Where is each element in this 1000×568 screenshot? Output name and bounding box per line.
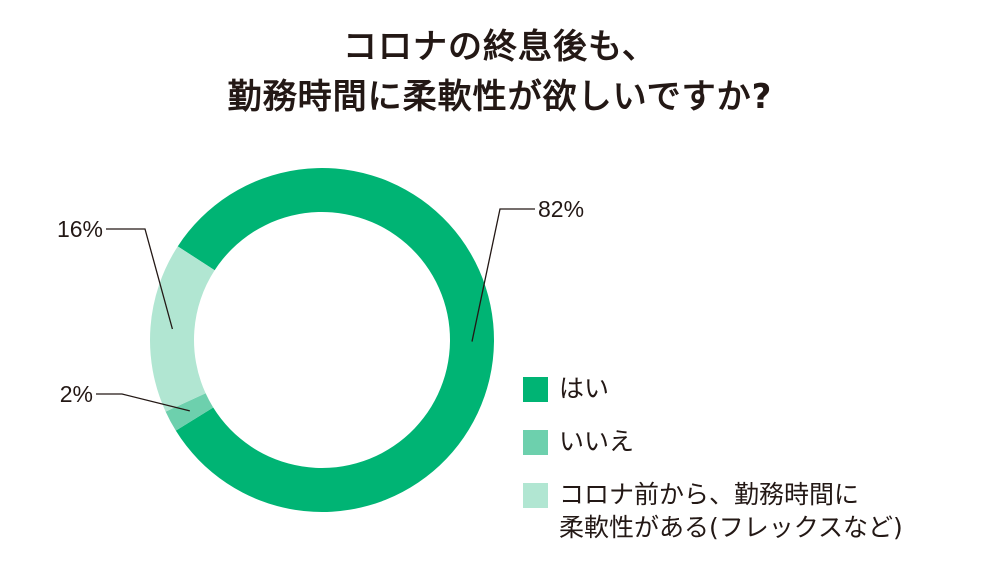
leader-line-no: [96, 393, 190, 412]
legend-swatch-already-flexible: [523, 483, 548, 508]
chart-title: コロナの終息後も、 勤務時間に柔軟性が欲しいですか?: [0, 22, 1000, 122]
donut-slice-already-flexible: [150, 246, 215, 412]
chart-legend: はい いいえ コロナ前から、勤務時間に 柔軟性がある(フレックスなど): [523, 372, 993, 564]
legend-label-no: いいえ: [559, 427, 635, 456]
data-label-no: 2%: [60, 381, 93, 407]
chart-title-line-1: コロナの終息後も、: [343, 27, 657, 67]
legend-label-yes: はい: [559, 374, 610, 403]
donut-slice-no: [165, 393, 214, 431]
data-label-already-flexible: 16%: [57, 216, 103, 242]
legend-swatch-yes: [523, 377, 548, 402]
leader-line-yes: [471, 208, 535, 342]
leader-line-already-flexible: [106, 228, 174, 330]
data-label-yes: 82%: [538, 196, 584, 222]
legend-item-no: いいえ: [523, 425, 993, 458]
legend-label-already-flexible: コロナ前から、勤務時間に 柔軟性がある(フレックスなど): [559, 480, 903, 542]
legend-item-yes: はい: [523, 372, 993, 405]
legend-swatch-no: [523, 430, 548, 455]
legend-item-already-flexible: コロナ前から、勤務時間に 柔軟性がある(フレックスなど): [523, 478, 993, 544]
donut-slice-yes: [175, 167, 495, 512]
chart-title-line-2: 勤務時間に柔軟性が欲しいですか?: [227, 77, 773, 117]
